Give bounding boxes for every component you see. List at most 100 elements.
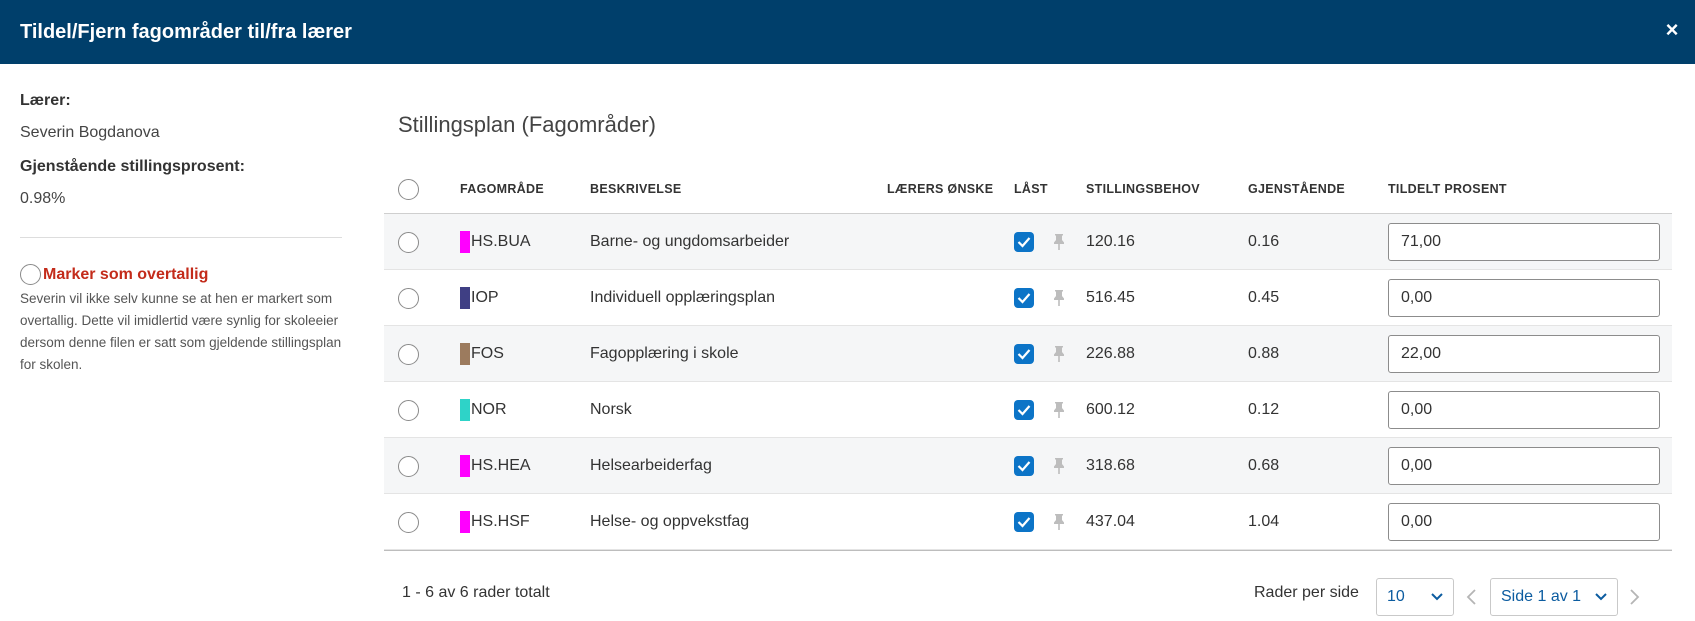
table-row[interactable]: IOP Individuell opplæringsplan 516.45 0.… bbox=[384, 270, 1672, 326]
row-select-cell bbox=[398, 214, 419, 270]
row-select-checkbox[interactable] bbox=[398, 455, 419, 477]
locked-cell bbox=[1014, 438, 1034, 494]
checkmark-icon bbox=[1017, 293, 1031, 304]
pin-icon[interactable] bbox=[1052, 457, 1066, 475]
table-row[interactable]: HS.HEA Helsearbeiderfag 318.68 0.68 bbox=[384, 438, 1672, 494]
subject-area-cell: HS.HEA bbox=[460, 438, 531, 494]
table-row[interactable]: FOS Fagopplæring i skole 226.88 0.88 bbox=[384, 326, 1672, 382]
assigned-percent-input[interactable] bbox=[1388, 391, 1660, 429]
position-need-cell: 318.68 bbox=[1086, 457, 1135, 474]
row-select-checkbox[interactable] bbox=[398, 343, 419, 365]
column-header-description[interactable]: BESKRIVELSE bbox=[590, 182, 682, 196]
subject-area-cell: NOR bbox=[460, 382, 507, 438]
pin-icon[interactable] bbox=[1052, 233, 1066, 251]
remaining-percent-value: 0.98% bbox=[20, 190, 66, 207]
pin-cell bbox=[1052, 270, 1066, 326]
subject-area-cell: IOP bbox=[460, 270, 499, 326]
overtall-checkbox[interactable] bbox=[20, 264, 41, 285]
subject-color-swatch bbox=[460, 399, 470, 421]
position-need-cell: 516.45 bbox=[1086, 289, 1135, 306]
page-select[interactable]: Side 1 av 1 bbox=[1490, 578, 1618, 616]
assigned-percent-cell bbox=[1388, 214, 1660, 270]
row-select-checkbox[interactable] bbox=[398, 511, 419, 533]
column-header-assigned-percent[interactable]: TILDELT PROSENT bbox=[1388, 182, 1507, 196]
remaining-cell: 0.68 bbox=[1248, 457, 1280, 474]
assigned-percent-input[interactable] bbox=[1388, 503, 1660, 541]
pin-icon[interactable] bbox=[1052, 513, 1066, 531]
table-body: HS.BUA Barne- og ungdomsarbeider 120.16 … bbox=[384, 214, 1672, 550]
locked-checkbox[interactable] bbox=[1014, 232, 1034, 252]
page-value: Side 1 av 1 bbox=[1501, 588, 1582, 605]
checkmark-icon bbox=[1017, 405, 1031, 416]
rows-per-page-value: 10 bbox=[1387, 588, 1405, 605]
column-header-teacher-wish[interactable]: LÆRERS ØNSKE bbox=[887, 182, 994, 196]
subject-area-cell: HS.HSF bbox=[460, 494, 530, 550]
assigned-percent-input[interactable] bbox=[1388, 279, 1660, 317]
pin-cell bbox=[1052, 326, 1066, 382]
assigned-percent-input[interactable] bbox=[1388, 447, 1660, 485]
pin-icon[interactable] bbox=[1052, 401, 1066, 419]
pin-icon[interactable] bbox=[1052, 289, 1066, 307]
assigned-percent-input[interactable] bbox=[1388, 223, 1660, 261]
locked-cell bbox=[1014, 494, 1034, 550]
rows-per-page-select[interactable]: 10 bbox=[1376, 578, 1454, 616]
row-select-checkbox[interactable] bbox=[398, 399, 419, 421]
pin-cell bbox=[1052, 214, 1066, 270]
previous-page-icon[interactable] bbox=[1462, 586, 1482, 608]
description-cell: Barne- og ungdomsarbeider bbox=[590, 233, 790, 250]
assigned-percent-cell bbox=[1388, 438, 1660, 494]
pin-icon[interactable] bbox=[1052, 345, 1066, 363]
chevron-down-icon bbox=[1595, 593, 1607, 601]
subject-area-table: FAGOMRÅDE BESKRIVELSE LÆRERS ØNSKE LÅST … bbox=[384, 164, 1672, 550]
row-select-cell bbox=[398, 270, 419, 326]
overtall-toggle[interactable]: Marker som overtallig bbox=[20, 264, 208, 285]
checkmark-icon bbox=[1017, 349, 1031, 360]
description-cell: Helse- og oppvekstfag bbox=[590, 513, 750, 530]
subject-area-code: FOS bbox=[471, 345, 504, 362]
row-select-cell bbox=[398, 326, 419, 382]
table-bottom-border bbox=[384, 550, 1672, 551]
assigned-percent-input[interactable] bbox=[1388, 335, 1660, 373]
locked-cell bbox=[1014, 214, 1034, 270]
locked-checkbox[interactable] bbox=[1014, 400, 1034, 420]
section-title: Stillingsplan (Fagområder) bbox=[398, 112, 656, 137]
assigned-percent-cell bbox=[1388, 270, 1660, 326]
select-all-checkbox[interactable] bbox=[398, 178, 419, 200]
overtall-label[interactable]: Marker som overtallig bbox=[43, 265, 209, 283]
subject-area-code: HS.HEA bbox=[471, 457, 531, 474]
rows-per-page-label: Rader per side bbox=[1254, 584, 1359, 601]
position-need-cell: 600.12 bbox=[1086, 401, 1135, 418]
column-header-remaining[interactable]: GJENSTÅENDE bbox=[1248, 182, 1346, 196]
remaining-cell: 0.12 bbox=[1248, 401, 1280, 418]
description-cell: Fagopplæring i skole bbox=[590, 345, 739, 362]
teacher-label: Lærer: bbox=[20, 92, 71, 109]
column-header-subject-area[interactable]: FAGOMRÅDE bbox=[460, 182, 544, 196]
subject-color-swatch bbox=[460, 511, 470, 533]
total-rows-text: 1 - 6 av 6 rader totalt bbox=[402, 584, 550, 601]
column-header-locked[interactable]: LÅST bbox=[1014, 182, 1048, 196]
row-select-cell bbox=[398, 382, 419, 438]
table-row[interactable]: NOR Norsk 600.12 0.12 bbox=[384, 382, 1672, 438]
chevron-down-icon bbox=[1431, 593, 1443, 601]
assigned-percent-cell bbox=[1388, 382, 1660, 438]
subject-color-swatch bbox=[460, 343, 470, 365]
remaining-cell: 1.04 bbox=[1248, 513, 1280, 530]
overtall-description: Severin vil ikke selv kunne se at hen er… bbox=[20, 291, 342, 372]
locked-checkbox[interactable] bbox=[1014, 288, 1034, 308]
table-row[interactable]: HS.HSF Helse- og oppvekstfag 437.04 1.04 bbox=[384, 494, 1672, 550]
row-select-checkbox[interactable] bbox=[398, 231, 419, 253]
description-cell: Norsk bbox=[590, 401, 632, 418]
close-icon[interactable]: × bbox=[1659, 17, 1685, 43]
locked-checkbox[interactable] bbox=[1014, 512, 1034, 532]
locked-checkbox[interactable] bbox=[1014, 344, 1034, 364]
position-need-cell: 120.16 bbox=[1086, 233, 1135, 250]
checkmark-icon bbox=[1017, 461, 1031, 472]
row-select-checkbox[interactable] bbox=[398, 287, 419, 309]
table-row[interactable]: HS.BUA Barne- og ungdomsarbeider 120.16 … bbox=[384, 214, 1672, 270]
column-header-position-need[interactable]: STILLINGSBEHOV bbox=[1086, 182, 1200, 196]
subject-color-swatch bbox=[460, 231, 470, 253]
next-page-icon[interactable] bbox=[1624, 586, 1644, 608]
locked-checkbox[interactable] bbox=[1014, 456, 1034, 476]
pin-cell bbox=[1052, 494, 1066, 550]
position-need-cell: 226.88 bbox=[1086, 345, 1135, 362]
